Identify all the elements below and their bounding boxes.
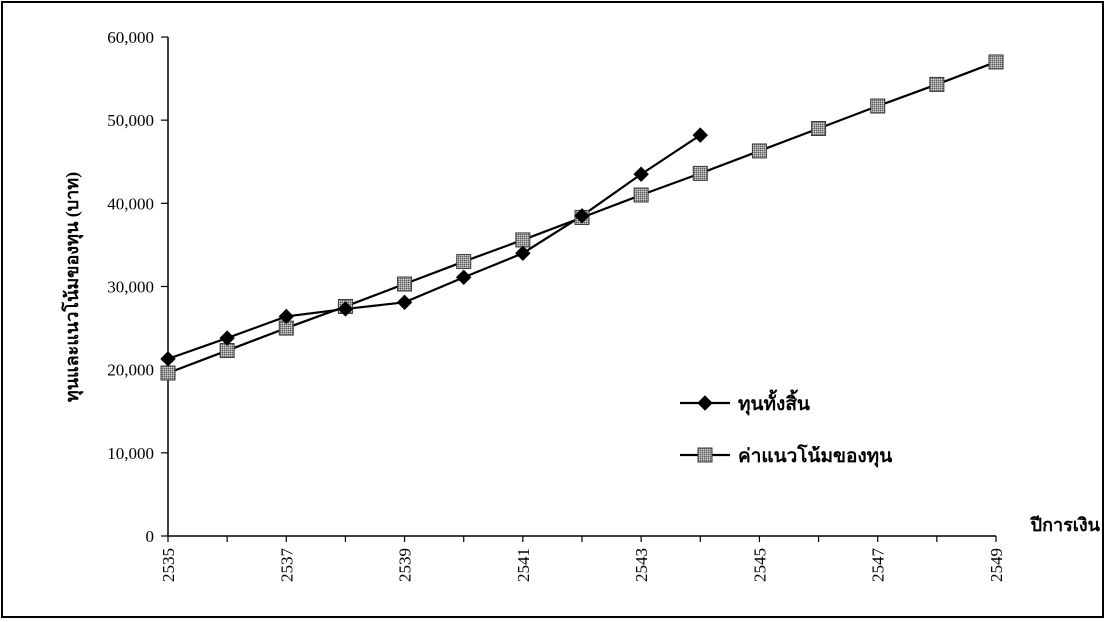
legend-label: ค่าแนวโน้มของทุน (738, 444, 892, 468)
data-point-total-capital (633, 166, 649, 182)
data-point-total-capital (692, 127, 708, 143)
data-point-total-capital (278, 308, 294, 325)
x-tick-label: 2545 (750, 548, 769, 582)
data-point-capital-trend (515, 232, 531, 248)
data-point-capital-trend (811, 120, 827, 136)
data-point-capital-trend (988, 54, 1004, 70)
legend-label: ทุนทั้งสิ้น (738, 389, 810, 416)
data-point-capital-trend (456, 254, 472, 270)
x-tick-label: 2547 (869, 548, 888, 583)
x-tick-label: 2541 (514, 548, 533, 582)
y-tick-label: 30,000 (107, 278, 154, 297)
data-point-capital-trend (751, 143, 767, 159)
x-tick-label: 2535 (159, 548, 178, 582)
data-point-capital-trend (929, 76, 945, 92)
x-axis-title: ปีการเงิน (1029, 515, 1100, 535)
legend-marker-square (697, 447, 713, 463)
data-point-total-capital (219, 330, 235, 346)
data-point-capital-trend (633, 187, 649, 203)
data-point-capital-trend (870, 98, 886, 114)
data-point-total-capital (160, 351, 176, 367)
legend-marker-diamond (697, 395, 713, 411)
y-tick-label: 60,000 (107, 28, 154, 47)
y-tick-label: 10,000 (107, 444, 154, 463)
data-point-capital-trend (692, 165, 708, 181)
y-tick-label: 0 (146, 527, 155, 546)
x-tick-label: 2537 (277, 548, 296, 583)
x-tick-label: 2539 (396, 548, 415, 582)
data-point-total-capital (515, 245, 531, 261)
data-point-capital-trend (160, 365, 176, 381)
x-tick-label: 2549 (987, 548, 1006, 582)
data-point-total-capital (574, 208, 590, 224)
data-point-total-capital (396, 294, 413, 311)
x-tick-label: 2543 (632, 548, 651, 582)
y-axis-title: ทุนและแนวโน้มของทุน (บาท) (61, 172, 84, 402)
y-tick-label: 50,000 (107, 111, 154, 130)
data-point-total-capital (337, 301, 354, 317)
y-tick-label: 40,000 (107, 194, 154, 213)
data-point-capital-trend (397, 276, 413, 292)
data-point-total-capital (456, 269, 472, 286)
y-tick-label: 20,000 (107, 361, 154, 380)
series-line-total-capital (167, 134, 701, 360)
